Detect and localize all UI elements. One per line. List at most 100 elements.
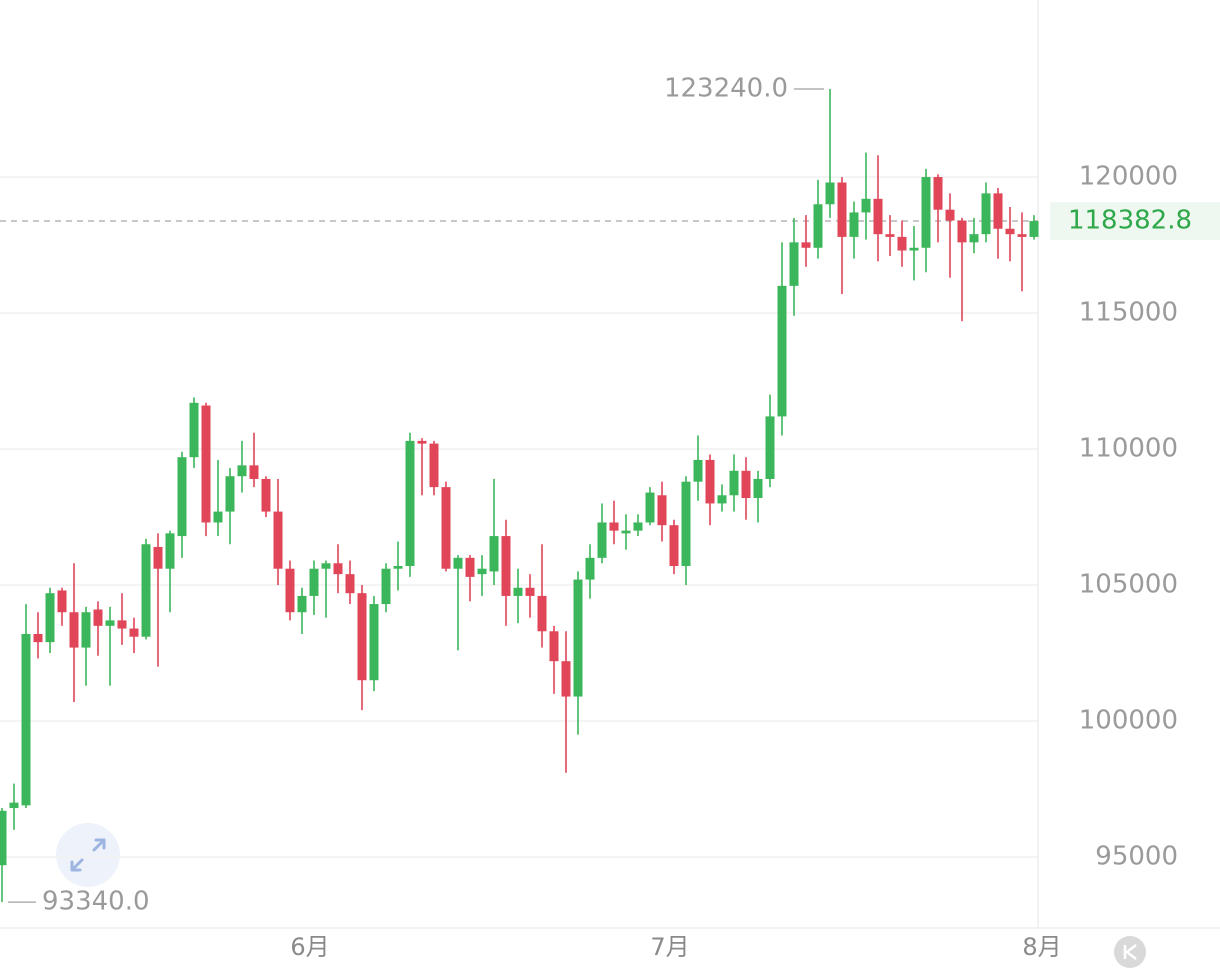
candle-body	[441, 487, 451, 569]
candle-body	[129, 628, 139, 637]
candle-body	[669, 525, 679, 566]
min-annotation-label: 93340.0	[42, 887, 150, 917]
candle-body	[789, 242, 799, 286]
max-annotation-label: 123240.0	[664, 73, 788, 103]
candle-body	[321, 563, 331, 569]
candle-body	[729, 470, 739, 496]
candle-body	[285, 568, 295, 613]
candle-body	[273, 511, 283, 569]
expand-button[interactable]	[56, 823, 120, 887]
candle-body	[177, 457, 187, 537]
candle-body	[357, 593, 367, 681]
candle-body	[849, 212, 859, 237]
candle-body	[525, 587, 535, 596]
y-tick-label: 115000	[1079, 298, 1178, 328]
candle-body	[309, 568, 319, 596]
candle-body	[573, 579, 583, 697]
candle-body	[873, 198, 883, 235]
candle-body	[549, 631, 559, 662]
candle-body	[993, 193, 1003, 229]
candle-body	[633, 522, 643, 531]
candle-body	[645, 492, 655, 523]
candle-body	[501, 536, 511, 596]
candle-body	[489, 536, 499, 572]
expand-icon[interactable]	[70, 838, 106, 872]
candle-body	[93, 609, 103, 626]
candle-body	[333, 563, 343, 575]
candle-body	[609, 522, 619, 531]
candle-body	[885, 234, 895, 237]
candle-body	[909, 247, 919, 251]
candle-body	[777, 285, 787, 417]
candle-body	[945, 209, 955, 221]
candle-body	[465, 557, 475, 577]
candle-body	[741, 470, 751, 498]
last-price-box	[1050, 202, 1220, 241]
candle-body	[381, 568, 391, 605]
k-button-bg[interactable]	[1114, 936, 1146, 968]
candle-body	[117, 620, 127, 629]
candle-body	[717, 495, 727, 504]
candle-body	[249, 465, 259, 479]
candle-body	[1017, 234, 1027, 237]
y-tick-label: 95000	[1095, 842, 1178, 872]
candle-body	[165, 533, 175, 569]
k-button[interactable]	[1114, 936, 1146, 968]
candle-body	[405, 440, 415, 566]
candle-body	[189, 402, 199, 458]
candle-body	[261, 478, 271, 512]
candle-body	[537, 595, 547, 632]
candle-body	[969, 234, 979, 243]
x-tick-label: 7月	[650, 933, 689, 961]
candle-body	[957, 220, 967, 243]
candle-body	[861, 198, 871, 213]
grid	[0, 176, 1038, 858]
candle-body	[33, 633, 43, 643]
candle-body	[0, 810, 7, 866]
y-tick-label: 100000	[1079, 706, 1178, 736]
y-tick-label: 120000	[1079, 162, 1178, 192]
candle-body	[1005, 228, 1015, 235]
candle-body	[69, 612, 79, 648]
candle-body	[393, 565, 403, 569]
candle-body	[1029, 221, 1039, 237]
candle-body	[45, 593, 55, 643]
candle-body	[981, 193, 991, 235]
candle-body	[477, 568, 487, 575]
candle-body	[765, 416, 775, 479]
candle-body	[237, 465, 247, 477]
candle-body	[681, 481, 691, 566]
candle-body	[753, 478, 763, 498]
x-tick-label: 6月	[290, 933, 329, 961]
candle-body	[369, 604, 379, 681]
candle-body	[453, 557, 463, 569]
candle-body	[825, 182, 835, 205]
candle-body	[153, 546, 163, 569]
candle-body	[297, 595, 307, 613]
y-tick-label: 110000	[1079, 434, 1178, 464]
candle-body	[213, 511, 223, 523]
candle-body	[585, 557, 595, 580]
candle-body	[693, 459, 703, 482]
candle-body	[345, 574, 355, 594]
expand-button-bg[interactable]	[56, 823, 120, 887]
candle-body	[9, 802, 19, 809]
candle-body	[933, 177, 943, 210]
last-price-label: 118382.8	[1068, 206, 1192, 236]
candle-body	[105, 620, 115, 626]
candle-body	[597, 522, 607, 558]
candle-body	[513, 587, 523, 596]
candle-body	[837, 182, 847, 237]
candle-body	[21, 633, 31, 806]
candle-body	[801, 242, 811, 248]
candle-body	[813, 204, 823, 248]
candle-body	[417, 440, 427, 444]
candle-body	[561, 661, 571, 697]
k-icon[interactable]	[1123, 944, 1137, 960]
x-tick-label: 8月	[1022, 933, 1061, 961]
candles	[0, 88, 1039, 903]
y-tick-label: 105000	[1079, 570, 1178, 600]
candle-body	[57, 590, 67, 613]
